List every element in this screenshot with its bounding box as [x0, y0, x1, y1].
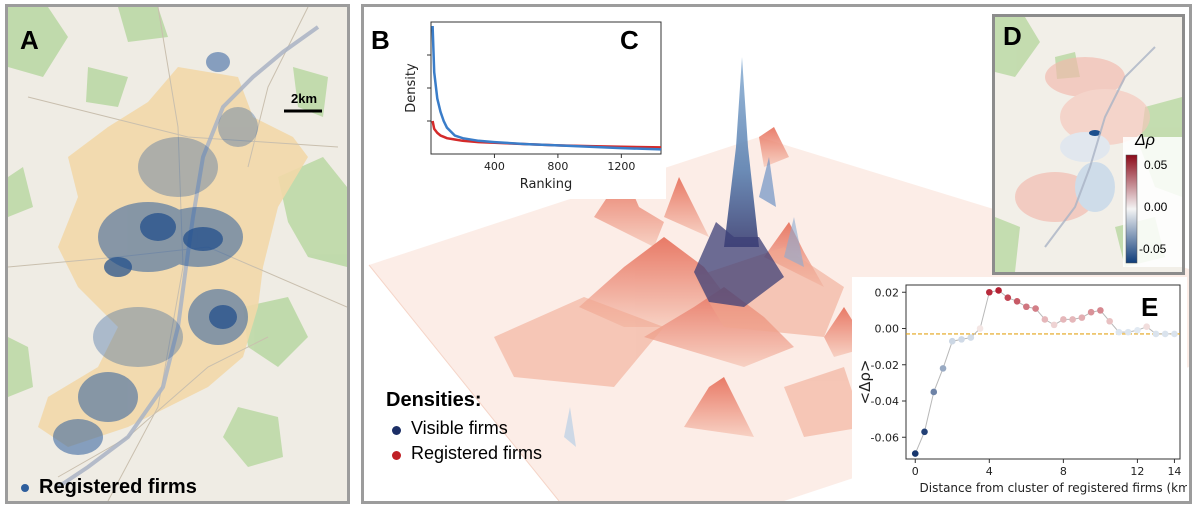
chart-e-point [1060, 316, 1067, 323]
chart-e-ytick-label: -0.02 [871, 359, 899, 372]
legend-dot-registered [392, 451, 401, 460]
chart-e-point [1004, 294, 1012, 301]
chart-e-point [995, 287, 1002, 294]
chart-e-xtick-label: 4 [986, 465, 993, 478]
panel-d: D Δρ 0.05 0.00 -0.05 [992, 14, 1185, 275]
panel-label-b: B [371, 25, 390, 55]
chart-e-point [1069, 316, 1076, 323]
chart-e-point [1152, 330, 1160, 338]
chart-e-point [911, 450, 919, 457]
panel-a: A 2km Registered firms [5, 4, 350, 504]
chart-e-point [976, 325, 984, 332]
panel-label-a: A [20, 25, 39, 55]
legend-dot-visible [392, 426, 401, 435]
chart-c-xlabel: Ranking [520, 177, 573, 192]
chart-c-xtick-label: 800 [547, 160, 568, 173]
chart-c-series-line [431, 25, 662, 151]
chart-e-xlabel: Distance from cluster of registered firm… [920, 481, 1187, 495]
chart-e-xtick-label: 14 [1167, 465, 1181, 478]
chart-c-xtick-label: 1200 [607, 160, 635, 173]
chart-e-ytick-label: 0.00 [875, 323, 900, 336]
chart-e-point [967, 334, 975, 341]
chart-e-point [948, 337, 956, 345]
chart-e-ytick-label: 0.02 [875, 286, 900, 299]
chart-e-point [1115, 328, 1123, 336]
chart-c-ylabel: Density [404, 63, 419, 113]
map-legend-dot [21, 484, 29, 492]
chart-c-xtick-label: 400 [484, 160, 505, 173]
chart-e-point [1050, 321, 1058, 329]
chart-e-xtick-label: 12 [1130, 465, 1144, 478]
chart-e-point [1171, 330, 1178, 338]
chart-e-point [986, 288, 993, 296]
chart-e-point [958, 336, 965, 343]
panel-label-c: C [620, 25, 639, 55]
chart-e-point [1124, 328, 1132, 336]
chart-e-point [930, 388, 938, 396]
panel-e: 0 4 8 12 14 0.02 0.00 -0.02 -0.04 -0.06 Distance f… [852, 277, 1187, 501]
colorbar-tick-mid: 0.00 [1144, 200, 1168, 214]
chart-e-xtick-label: 0 [912, 465, 919, 478]
legend-label-visible: Visible firms [411, 418, 508, 438]
chart-e-point [939, 365, 947, 372]
chart-e-point [1023, 303, 1030, 311]
panel-label-d: D [1003, 21, 1022, 51]
chart-e-point [921, 428, 928, 436]
chart-e-point [1013, 298, 1021, 305]
colorbar [1125, 154, 1138, 264]
chart-e-frame [905, 284, 1181, 460]
chart-e-xtick-label: 8 [1060, 465, 1067, 478]
chart-e-line [914, 289, 1175, 454]
chart-c: 400 800 1200 Ranking Density [404, 21, 662, 192]
colorbar-label: Δρ [1135, 132, 1155, 149]
chart-e-point [1032, 305, 1039, 312]
map-scale-label: 2km [291, 91, 318, 106]
chart-e-point [1143, 323, 1150, 330]
chart-e: 0 4 8 12 14 0.02 0.00 -0.02 -0.04 -0.06 Distance f… [856, 284, 1187, 495]
chart-e-ytick-label: -0.06 [871, 431, 899, 444]
chart-e-point [1078, 314, 1086, 321]
chart-e-point [1097, 307, 1104, 314]
chart-e-point [1161, 330, 1169, 338]
map-d [995, 17, 1182, 272]
map-a [8, 7, 347, 501]
densities-legend-title: Densities: [386, 389, 482, 411]
panel-label-e: E [1141, 292, 1159, 322]
chart-e-point [1134, 327, 1141, 334]
colorbar-tick-top: 0.05 [1144, 158, 1168, 172]
chart-c-series-line [431, 120, 662, 149]
map-legend-label: Registered firms [39, 476, 197, 498]
chart-e-point [1041, 316, 1049, 323]
panel-c-inset: 400 800 1200 Ranking Density [379, 12, 666, 199]
chart-e-ylabel: <Δρ> [856, 360, 874, 405]
colorbar-tick-bottom: -0.05 [1139, 242, 1167, 256]
chart-e-point [1106, 317, 1113, 325]
chart-e-point [1087, 308, 1095, 316]
chart-e-ytick-label: -0.04 [871, 395, 899, 408]
legend-label-registered: Registered firms [411, 443, 543, 463]
